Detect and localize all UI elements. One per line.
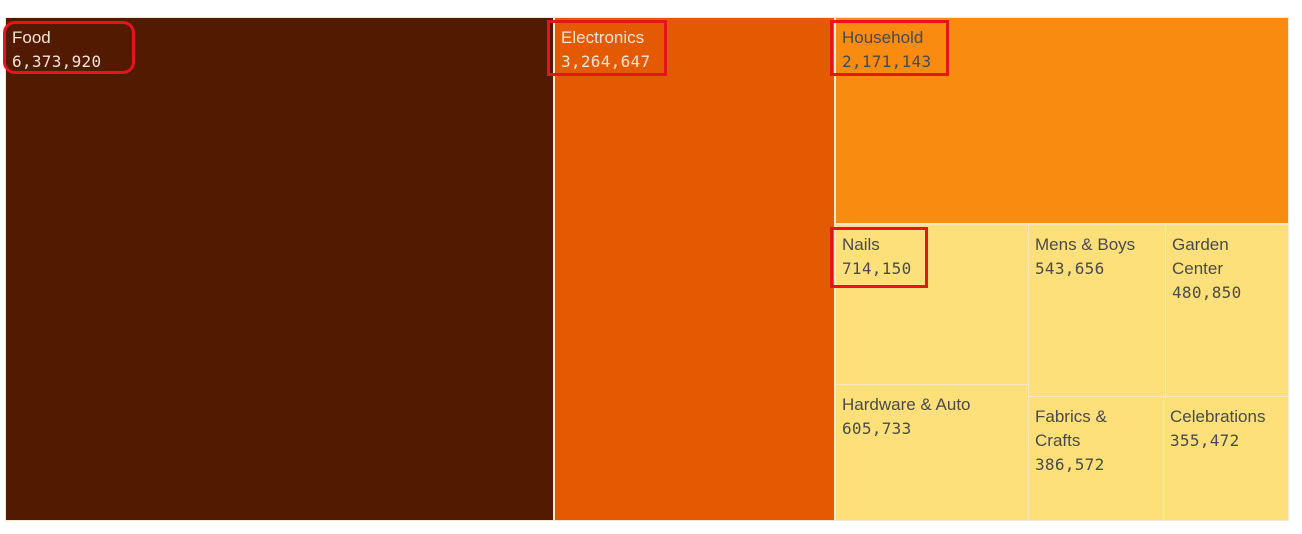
cell-value: 480,850: [1172, 283, 1242, 302]
cell-label: Electronics: [561, 28, 645, 47]
treemap-cell-fabrics-crafts[interactable]: Fabrics & Crafts 386,572: [1028, 396, 1164, 521]
cell-label: Nails: [842, 235, 880, 254]
cell-label: Fabrics &: [1035, 407, 1107, 426]
treemap-cell-garden-center[interactable]: Garden Center 480,850: [1165, 224, 1289, 397]
treemap-cell-nails[interactable]: Nails 714,150: [835, 224, 1029, 385]
treemap-cell-hardware-auto[interactable]: Hardware & Auto 605,733: [835, 384, 1029, 521]
cell-value: 3,264,647: [561, 52, 651, 71]
treemap-cell-household[interactable]: Household 2,171,143: [835, 17, 1289, 224]
treemap-chart: Food 6,373,920 Electronics 3,264,647 Hou…: [5, 17, 1289, 521]
treemap-cell-mens-boys[interactable]: Mens & Boys 543,656: [1028, 224, 1166, 397]
cell-label: Mens & Boys: [1035, 235, 1136, 254]
cell-label: Hardware & Auto: [842, 395, 971, 414]
cell-value: 355,472: [1170, 431, 1240, 450]
cell-label: Garden: [1172, 235, 1229, 254]
treemap-cell-electronics[interactable]: Electronics 3,264,647: [554, 17, 835, 521]
cell-label-line2: Crafts: [1035, 431, 1081, 450]
cell-label-line2: Center: [1172, 259, 1224, 278]
cell-value: 386,572: [1035, 455, 1105, 474]
cell-label: Household: [842, 28, 924, 47]
cell-label: Food: [12, 28, 51, 47]
cell-value: 6,373,920: [12, 52, 102, 71]
cell-value: 543,656: [1035, 259, 1105, 278]
cell-value: 714,150: [842, 259, 912, 278]
cell-value: 605,733: [842, 419, 912, 438]
cell-value: 2,171,143: [842, 52, 932, 71]
treemap-cell-food[interactable]: Food 6,373,920: [5, 17, 554, 521]
treemap-cell-celebrations[interactable]: Celebrations 355,472: [1163, 396, 1289, 521]
cell-label: Celebrations: [1170, 407, 1266, 426]
